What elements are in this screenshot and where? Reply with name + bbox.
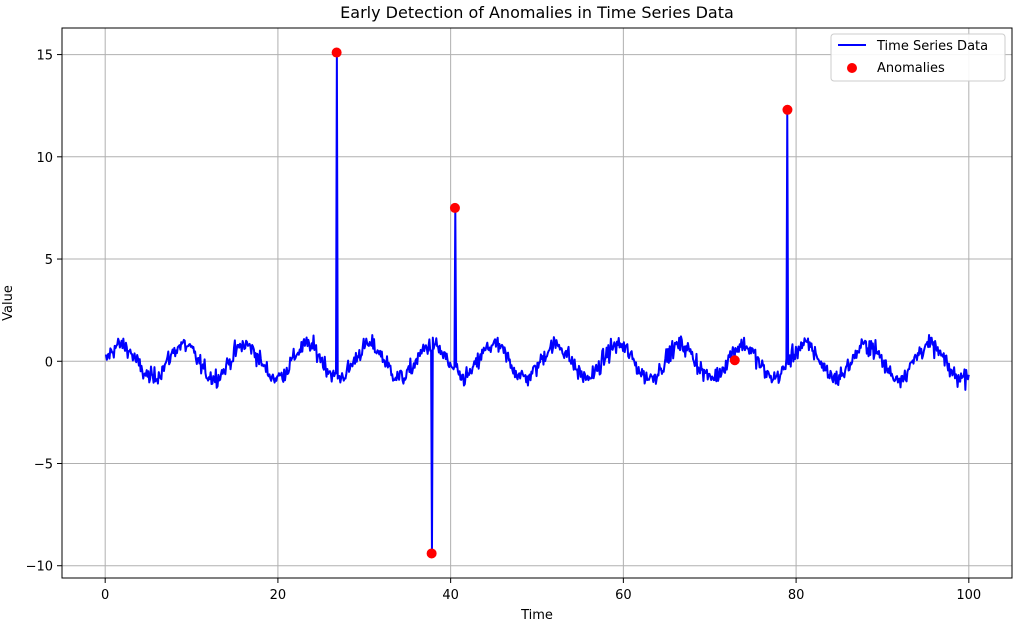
series-line-time-series-data: [104, 51, 970, 555]
anomaly-points: [331, 47, 793, 559]
legend: Time Series Data Anomalies: [830, 33, 1006, 82]
x-tick-label: 80: [788, 588, 805, 603]
x-tick-label: 40: [442, 588, 459, 603]
y-axis-ticks: −10 −5 0 5 10 15: [26, 49, 62, 575]
y-axis-label: Value: [1, 285, 16, 321]
plot-area: [62, 28, 1012, 578]
anomaly-point: [331, 47, 342, 58]
y-tick-label: 0: [45, 355, 53, 370]
grid: [62, 28, 1012, 578]
y-tick-label: −10: [26, 560, 53, 575]
anomaly-point: [729, 355, 740, 366]
legend-dot-swatch: [847, 63, 857, 73]
anomaly-point: [449, 202, 460, 213]
anomaly-point: [426, 548, 437, 559]
series-lines: [104, 51, 970, 555]
x-tick-label: 0: [101, 588, 109, 603]
y-tick-label: 5: [45, 253, 53, 268]
x-tick-label: 60: [615, 588, 632, 603]
y-tick-label: 15: [36, 49, 53, 64]
legend-box: [830, 33, 1006, 82]
x-axis-ticks: 0 20 40 60 80 100: [101, 578, 981, 603]
y-tick-label: 10: [36, 151, 53, 166]
y-tick-label: −5: [34, 458, 53, 473]
x-tick-label: 20: [270, 588, 287, 603]
chart-title: Early Detection of Anomalies in Time Ser…: [340, 3, 734, 22]
anomaly-point: [782, 104, 793, 115]
x-tick-label: 100: [956, 588, 981, 603]
plot-frame: [61, 27, 1013, 579]
x-axis-label: Time: [520, 608, 553, 623]
legend-label-series: Time Series Data: [876, 39, 988, 54]
legend-label-anomalies: Anomalies: [877, 61, 945, 76]
